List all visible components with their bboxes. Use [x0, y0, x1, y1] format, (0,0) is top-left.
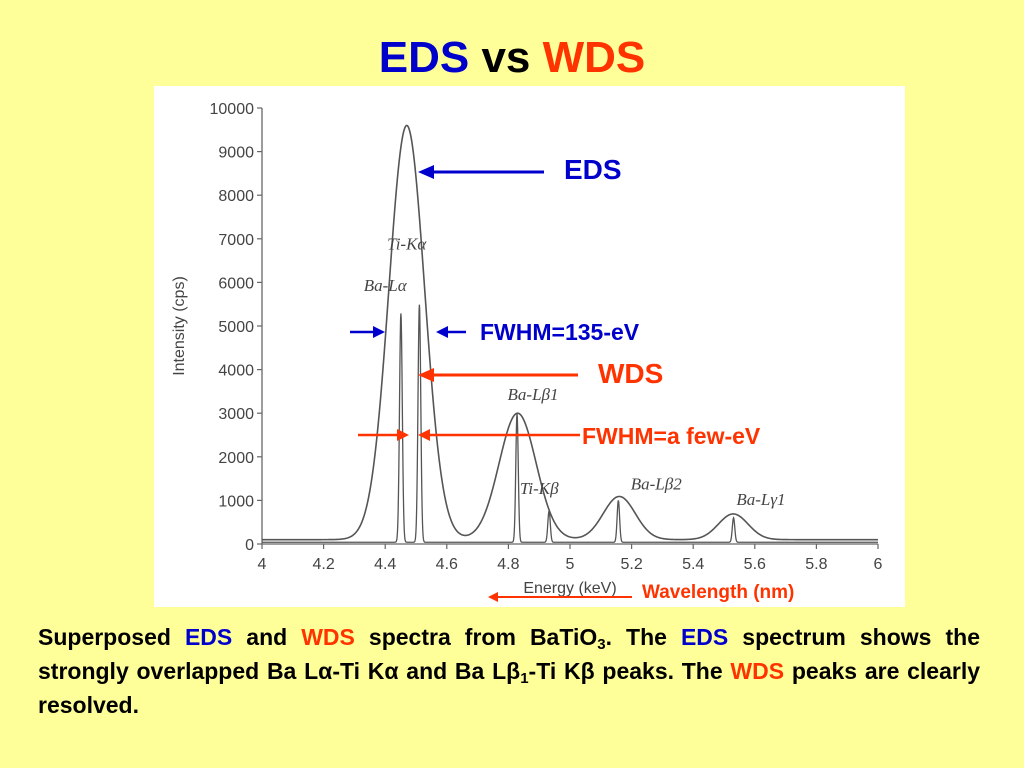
eds-label: EDS	[564, 154, 622, 185]
x-axis-title: Energy (keV)	[523, 580, 616, 597]
plot-panel: 0 1000 2000 3000 4000 5000 6000 7000 8000 9000 100…	[154, 86, 905, 607]
x-tick-label: 4.2	[312, 556, 334, 573]
wds-label: WDS	[598, 358, 663, 389]
x-tick-label: 5.4	[682, 556, 704, 573]
caption-alpha-2: α	[384, 658, 399, 684]
wds-spectrum-line	[262, 304, 878, 543]
wavelength-label: Wavelength (nm)	[642, 582, 794, 603]
y-tick-label: 6000	[218, 275, 254, 292]
title-wds: WDS	[542, 33, 646, 82]
caption-wds-2: WDS	[730, 658, 785, 684]
y-tick-label: 2000	[218, 450, 254, 467]
caption-text-9: spectrum shows the strongly overlapped B…	[38, 624, 980, 684]
x-tick-label: 6	[874, 556, 883, 573]
caption-alpha-1: α	[318, 658, 333, 684]
peak-label: Ti-Kα	[387, 235, 427, 254]
title-vs: vs	[481, 33, 531, 82]
fwhm-eds-arrowhead-right	[436, 326, 448, 338]
caption: Superposed EDS and WDS spectra from BaTi…	[38, 620, 980, 722]
caption-wds-1: WDS	[301, 624, 355, 650]
peak-label: Ba-Lα	[364, 276, 408, 295]
x-tick-label: 4.4	[374, 556, 396, 573]
y-axis-title: Intensity (cps)	[171, 276, 188, 376]
fwhm-wds-label: FWHM=a few-eV	[582, 423, 761, 449]
y-tick-label: 0	[245, 537, 254, 554]
caption-eds-2: EDS	[680, 624, 729, 650]
fwhm-wds-arrowhead-right	[418, 429, 430, 441]
fwhm-eds-arrowhead-left	[373, 326, 385, 338]
fwhm-wds-arrowhead-left	[397, 429, 409, 441]
title-eds: EDS	[378, 33, 470, 82]
caption-sub-1: 1	[520, 670, 529, 687]
caption-text-16: -Ti K	[528, 658, 581, 684]
peak-label: Ba-Lβ2	[631, 475, 682, 494]
caption-beta-2: β	[580, 658, 595, 684]
caption-eds-1: EDS	[184, 624, 233, 650]
spectrum-chart: 0 1000 2000 3000 4000 5000 6000 7000 8000 9000 100…	[171, 101, 883, 603]
y-tick-label: 1000	[218, 493, 254, 510]
caption-text-11: -Ti K	[332, 658, 385, 684]
y-tick-label: 3000	[218, 406, 254, 423]
annotations: EDS FWHM=135-eV WDS FWHM=a few-eV Wavele…	[350, 154, 794, 603]
eds-spectrum-line	[262, 124, 878, 541]
peak-label: Ti-Kβ	[520, 479, 559, 498]
x-tick-label: 5.8	[805, 556, 827, 573]
x-tick-label: 4.8	[497, 556, 519, 573]
wds-arrowhead	[418, 368, 434, 382]
y-tick-label: 9000	[218, 145, 254, 162]
x-tick-label: 4.6	[436, 556, 458, 573]
caption-text-13: and Ba L	[398, 658, 507, 684]
caption-text-5: spectra from BaTiO	[354, 624, 598, 650]
axes: 0 1000 2000 3000 4000 5000 6000 7000 8000 9000 100…	[171, 101, 883, 597]
caption-text-7: . The	[605, 624, 681, 650]
peak-label: Ba-Lγ1	[736, 490, 785, 509]
eds-arrowhead	[418, 165, 434, 179]
caption-text-1: Superposed	[38, 624, 185, 650]
y-tick-label: 10000	[210, 101, 255, 118]
wavelength-arrowhead	[488, 592, 498, 602]
peak-label: Ba-Lβ1	[508, 385, 559, 404]
x-tick-label: 5.2	[620, 556, 642, 573]
x-tick-label: 5	[566, 556, 575, 573]
fwhm-eds-label: FWHM=135-eV	[480, 319, 640, 345]
caption-text-18: peaks. The	[594, 658, 731, 684]
caption-text-3: and	[232, 624, 302, 650]
y-tick-label: 4000	[218, 363, 254, 380]
x-tick-label: 4	[258, 556, 267, 573]
caption-beta-1: β	[506, 658, 521, 684]
slide-title: EDS vs WDS	[0, 30, 1024, 86]
curves	[262, 124, 878, 543]
caption-text-20: peaks are clearly resolved.	[38, 658, 981, 718]
y-tick-label: 5000	[218, 319, 254, 336]
caption-sub-3: 3	[597, 636, 606, 653]
x-tick-label: 5.6	[744, 556, 766, 573]
peak-labels: Ti-Kα Ba-Lα Ba-Lβ1 Ti-Kβ Ba-Lβ2 Ba-Lγ1	[364, 235, 786, 509]
y-tick-label: 7000	[218, 232, 254, 249]
y-tick-label: 8000	[218, 188, 254, 205]
